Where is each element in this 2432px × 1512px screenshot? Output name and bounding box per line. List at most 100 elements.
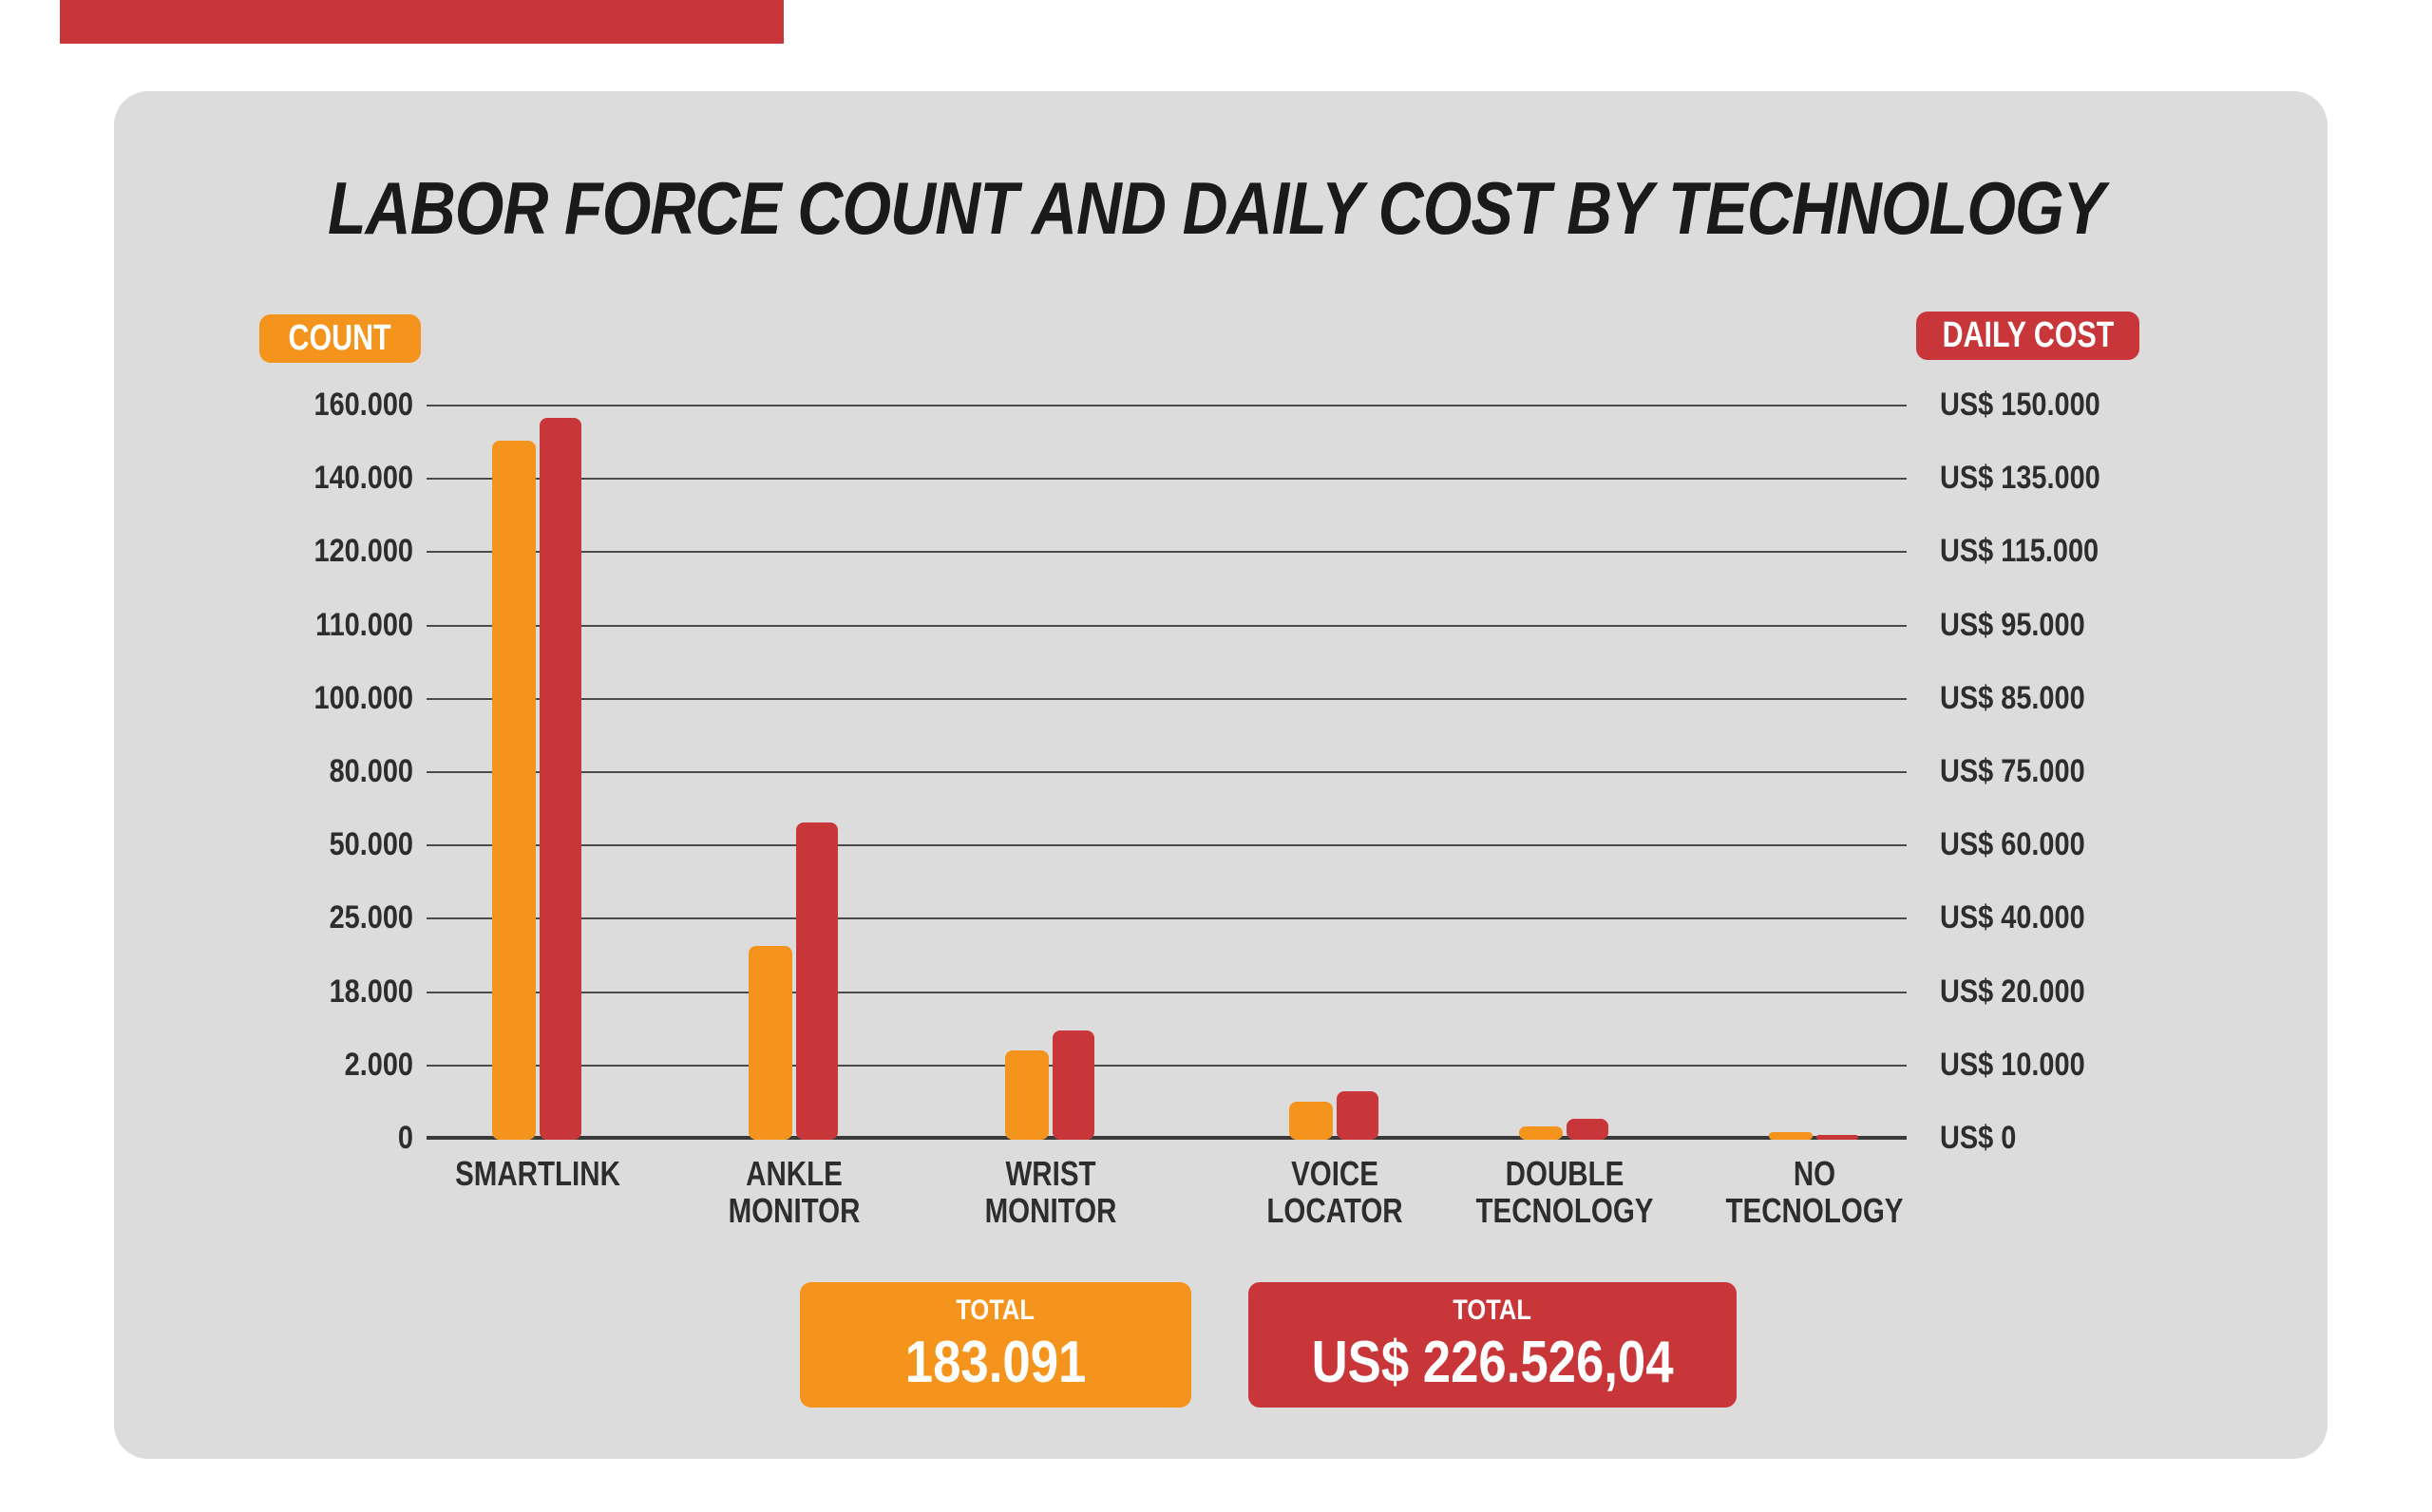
left-axis-tick-text: 120.000	[314, 533, 413, 569]
top-accent-bar	[60, 0, 784, 44]
gridline	[427, 405, 1907, 406]
gridline	[427, 1065, 1907, 1067]
gridline	[427, 478, 1907, 480]
daily-cost-legend-label: DAILY COST	[1942, 315, 2114, 355]
left-axis-tick-text: 18.000	[329, 973, 413, 1010]
bar-count-ankle-monitor	[749, 946, 792, 1140]
bar-daily-cost-smartlink	[540, 418, 581, 1140]
category-label-line: WRIST	[1005, 1154, 1096, 1193]
bar-count-double-tecnology	[1519, 1126, 1563, 1140]
chart-title: LABOR FORCE COUNT AND DAILY COST BY TECH…	[327, 166, 2105, 250]
left-axis-tick-text: 0	[397, 1120, 413, 1156]
category-label-line: ANKLE	[746, 1154, 843, 1193]
right-axis-tick-text: US$ 20.000	[1940, 973, 2085, 1010]
left-axis-tick-label: 120.000	[114, 532, 413, 570]
left-axis-tick-label: 110.000	[114, 606, 413, 644]
left-axis-tick-label: 50.000	[114, 825, 413, 863]
left-axis-tick-label: 18.000	[114, 973, 413, 1011]
left-axis-tick-text: 80.000	[329, 753, 413, 789]
gridline	[427, 551, 1907, 553]
category-label-text: DOUBLE TECNOLOGY	[1440, 1155, 1689, 1229]
gridline	[427, 917, 1907, 919]
daily-cost-legend-badge: DAILY COST	[1916, 312, 2139, 360]
category-label-line: TECNOLOGY	[1475, 1191, 1654, 1230]
category-label-line: SMARTLINK	[455, 1154, 620, 1193]
count-total-value: 183.091	[904, 1330, 1087, 1395]
bar-daily-cost-ankle-monitor	[796, 822, 838, 1140]
category-label-line: VOICE	[1291, 1154, 1378, 1193]
right-axis-tick-text: US$ 95.000	[1940, 607, 2085, 643]
right-axis-tick-label: US$ 40.000	[1940, 898, 2253, 936]
bar-daily-cost-no-tecnology	[1816, 1135, 1858, 1140]
gridline	[427, 625, 1907, 627]
right-axis-tick-label: US$ 20.000	[1940, 973, 2253, 1011]
x-axis-line	[427, 1136, 1907, 1140]
count-legend-label: COUNT	[288, 318, 392, 358]
right-axis-tick-text: US$ 115.000	[1940, 533, 2100, 569]
bar-count-voice-locator	[1289, 1102, 1333, 1140]
category-label-text: SMARTLINK	[413, 1155, 662, 1192]
right-axis-tick-text: US$ 10.000	[1940, 1047, 2085, 1083]
count-total-label: TOTAL	[956, 1295, 1036, 1326]
category-label-text: WRIST MONITOR	[926, 1155, 1175, 1229]
category-label-voice-locator: VOICE LOCATOR	[1183, 1155, 1487, 1229]
bar-daily-cost-double-tecnology	[1567, 1119, 1608, 1140]
cost-total-box: TOTAL US$ 226.526,04	[1248, 1282, 1737, 1408]
left-axis-tick-text: 110.000	[315, 607, 413, 643]
right-axis-tick-label: US$ 60.000	[1940, 825, 2253, 863]
cost-total-value: US$ 226.526,04	[1311, 1330, 1674, 1395]
gridline	[427, 844, 1907, 846]
gridline	[427, 771, 1907, 773]
bar-count-no-tecnology	[1769, 1132, 1813, 1140]
gridline	[427, 992, 1907, 993]
bar-count-smartlink	[492, 441, 536, 1140]
right-axis-tick-text: US$ 60.000	[1940, 826, 2085, 862]
category-label-text: VOICE LOCATOR	[1210, 1155, 1459, 1229]
count-total-box: TOTAL 183.091	[800, 1282, 1191, 1408]
category-label-text: ANKLE MONITOR	[670, 1155, 919, 1229]
right-axis-tick-text: US$ 0	[1940, 1120, 2017, 1156]
left-axis-tick-label: 2.000	[114, 1046, 413, 1084]
category-label-line: MONITOR	[984, 1191, 1117, 1230]
category-label-wrist-monitor: WRIST MONITOR	[899, 1155, 1203, 1229]
category-label-line: NO	[1793, 1154, 1836, 1193]
category-label-line: DOUBLE	[1505, 1154, 1624, 1193]
category-label-line: LOCATOR	[1266, 1191, 1403, 1230]
left-axis-tick-text: 50.000	[329, 826, 413, 862]
right-axis-tick-text: US$ 150.000	[1940, 387, 2100, 423]
left-axis-tick-text: 2.000	[344, 1047, 413, 1083]
right-axis-tick-text: US$ 85.000	[1940, 680, 2085, 716]
cost-total-label: TOTAL	[1453, 1295, 1532, 1326]
right-axis-tick-text: US$ 135.000	[1940, 460, 2100, 496]
right-axis-tick-label: US$ 0	[1940, 1119, 2253, 1157]
left-axis-tick-label: 25.000	[114, 898, 413, 936]
right-axis-tick-label: US$ 115.000	[1940, 532, 2253, 570]
category-label-ankle-monitor: ANKLE MONITOR	[642, 1155, 946, 1229]
right-axis-tick-text: US$ 75.000	[1940, 753, 2085, 789]
left-axis-tick-text: 100.000	[314, 680, 413, 716]
right-axis-tick-label: US$ 95.000	[1940, 606, 2253, 644]
left-axis-tick-label: 140.000	[114, 459, 413, 497]
right-axis-tick-label: US$ 75.000	[1940, 752, 2253, 790]
right-axis-tick-label: US$ 10.000	[1940, 1046, 2253, 1084]
left-axis-tick-label: 80.000	[114, 752, 413, 790]
left-axis-tick-label: 0	[114, 1119, 413, 1157]
right-axis-tick-text: US$ 40.000	[1940, 899, 2085, 936]
bar-count-wrist-monitor	[1005, 1050, 1049, 1140]
category-label-no-tecnology: NO TECNOLOGY	[1662, 1155, 1966, 1229]
right-axis-tick-label: US$ 135.000	[1940, 459, 2253, 497]
left-axis-tick-label: 160.000	[114, 386, 413, 424]
right-axis-tick-label: US$ 85.000	[1940, 679, 2253, 717]
left-axis-tick-text: 160.000	[314, 387, 413, 423]
left-axis-tick-text: 25.000	[329, 899, 413, 936]
bar-daily-cost-voice-locator	[1337, 1091, 1378, 1140]
left-axis-tick-label: 100.000	[114, 679, 413, 717]
chart-title-row: LABOR FORCE COUNT AND DAILY COST BY TECH…	[0, 165, 2432, 252]
bar-daily-cost-wrist-monitor	[1053, 1030, 1094, 1140]
category-label-line: TECNOLOGY	[1725, 1191, 1904, 1230]
category-label-line: MONITOR	[728, 1191, 861, 1230]
count-legend-badge: COUNT	[259, 314, 421, 363]
left-axis-tick-text: 140.000	[314, 460, 413, 496]
category-label-smartlink: SMARTLINK	[386, 1155, 690, 1192]
